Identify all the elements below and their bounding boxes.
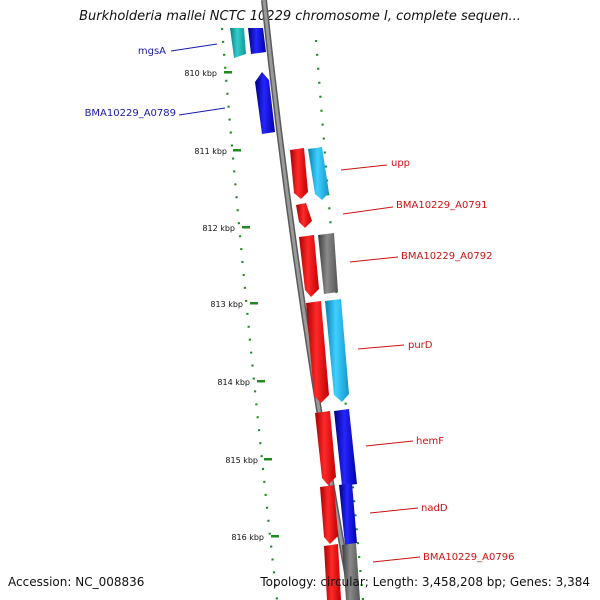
leader-line bbox=[340, 164, 388, 171]
tick-mark bbox=[224, 71, 232, 74]
tick-label: 810 kbp bbox=[184, 69, 217, 78]
gene-label-mgsA[interactable]: mgsA bbox=[138, 46, 166, 57]
gene-hemF-arrow[interactable] bbox=[315, 411, 336, 485]
gene-label-nadD[interactable]: nadD bbox=[421, 503, 448, 514]
gene-purD-arrow[interactable] bbox=[306, 301, 329, 403]
gene-label-BMA10229_A0789[interactable]: BMA10229_A0789 bbox=[85, 108, 176, 119]
gene-label-purD[interactable]: purD bbox=[408, 340, 433, 351]
leader-line bbox=[369, 507, 419, 514]
gene-BMA10229_A0796-partner-arrow[interactable] bbox=[342, 543, 360, 600]
tick-labels: 810 kbp 811 kbp 812 kbp 813 kbp 814 kbp … bbox=[184, 69, 264, 542]
leader-line bbox=[357, 344, 405, 350]
gene-BMA10229_A0796-arrow[interactable] bbox=[324, 544, 341, 600]
tick-label: 813 kbp bbox=[210, 300, 243, 309]
gene-BMA10229_A0789-arrow[interactable] bbox=[255, 72, 275, 134]
gene-nadD-arrow[interactable] bbox=[320, 485, 338, 544]
tick-mark bbox=[250, 302, 258, 305]
leader-line bbox=[365, 440, 414, 447]
gene-label-upp[interactable]: upp bbox=[391, 158, 410, 169]
gene-label-BMA10229_A0796[interactable]: BMA10229_A0796 bbox=[423, 552, 514, 563]
gene-BMA10229_A0792-arrow[interactable] bbox=[299, 235, 319, 297]
tick-mark bbox=[233, 149, 241, 152]
tick-mark bbox=[257, 380, 265, 383]
forward-genes bbox=[230, 28, 275, 134]
gene-BMA10229_A0792-partner-arrow[interactable] bbox=[318, 233, 338, 294]
gene-label-BMA10229_A0792[interactable]: BMA10229_A0792 bbox=[401, 251, 492, 262]
tick-mark bbox=[242, 226, 250, 229]
tick-label: 814 kbp bbox=[217, 378, 250, 387]
tick-label: 811 kbp bbox=[194, 147, 227, 156]
backbone-line bbox=[262, 0, 354, 600]
gene-label-BMA10229_A0791[interactable]: BMA10229_A0791 bbox=[396, 200, 487, 211]
tick-mark bbox=[264, 458, 272, 461]
tick-label: 816 kbp bbox=[231, 533, 264, 542]
reverse-genes bbox=[290, 147, 360, 600]
gene-purD-partner-arrow[interactable] bbox=[325, 299, 349, 402]
gene-upp-arrow[interactable] bbox=[290, 148, 308, 199]
gene-labels: mgsA BMA10229_A0789 upp BMA10229_A0791 B… bbox=[85, 46, 515, 563]
leader-line bbox=[342, 206, 394, 215]
leader-line bbox=[178, 107, 226, 116]
leader-line bbox=[372, 556, 421, 563]
label-leaders bbox=[170, 43, 421, 563]
accession-info: Accession: NC_008836 bbox=[8, 575, 145, 589]
gene-BMA10229_A0791-arrow[interactable] bbox=[296, 203, 312, 228]
gene-forward-blue-arrow[interactable] bbox=[248, 28, 266, 54]
major-ticks bbox=[224, 71, 279, 538]
gene-hemF-partner-arrow[interactable] bbox=[334, 409, 357, 486]
gene-label-hemF[interactable]: hemF bbox=[416, 436, 444, 447]
leader-line bbox=[349, 256, 399, 263]
tick-label: 815 kbp bbox=[225, 456, 258, 465]
gene-upp-partner-arrow[interactable] bbox=[308, 147, 329, 200]
gene-nadD-partner-arrow[interactable] bbox=[339, 483, 357, 545]
tick-label: 812 kbp bbox=[202, 224, 235, 233]
leader-line bbox=[170, 43, 218, 52]
tick-mark bbox=[271, 535, 279, 538]
map-title: Burkholderia mallei NCTC 10229 chromosom… bbox=[79, 9, 521, 24]
genome-summary: Topology: circular; Length: 3,458,208 bp… bbox=[260, 575, 590, 589]
gene-mgsA-arrow[interactable] bbox=[230, 28, 246, 58]
